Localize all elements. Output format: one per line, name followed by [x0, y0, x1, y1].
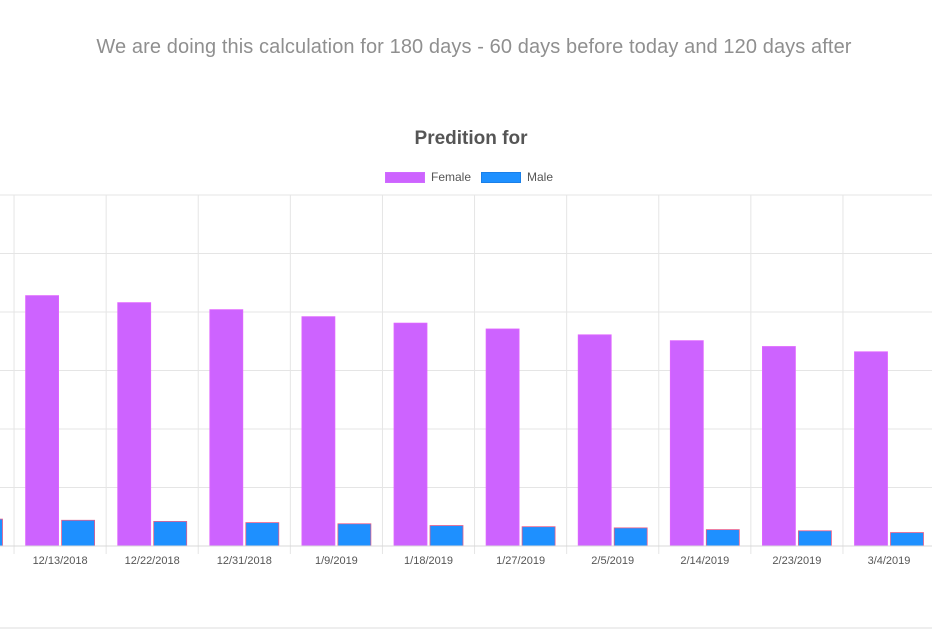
chart-legend: Female Male	[385, 170, 563, 184]
legend-swatch-male	[481, 171, 522, 183]
bar-male	[337, 523, 372, 547]
bar-female	[393, 322, 428, 547]
prediction-chart: Predition for Female Male 12/4/201812/13…	[0, 110, 932, 600]
x-tick-label: 2/23/2019	[772, 555, 821, 567]
bar-female	[209, 309, 244, 547]
x-tick-label: 3/4/2019	[868, 555, 911, 567]
bar-male	[61, 519, 95, 547]
bar-male	[613, 527, 648, 547]
legend-item-male[interactable]: Male	[481, 170, 553, 184]
legend-item-female[interactable]: Female	[385, 170, 471, 184]
bar-female	[577, 334, 612, 547]
x-tick-label: 2/5/2019	[591, 555, 634, 567]
legend-label-female: Female	[431, 170, 472, 184]
x-tick-label: 1/27/2019	[496, 555, 545, 567]
bar-female	[669, 340, 704, 547]
bar-female	[854, 351, 888, 547]
bar-female	[301, 316, 336, 547]
legend-label-male: Male	[527, 170, 554, 184]
bar-female	[762, 346, 796, 547]
bar-female	[485, 328, 520, 547]
x-tick-label: 1/9/2019	[315, 555, 358, 567]
bar-female	[25, 295, 60, 547]
bar-male	[0, 518, 3, 547]
calculation-caption: We are doing this calculation for 180 da…	[96, 36, 852, 58]
x-tick-label: 12/22/2018	[125, 555, 180, 567]
bar-male	[153, 521, 188, 547]
bar-male	[429, 525, 464, 547]
bar-male	[521, 526, 556, 547]
x-tick-label: 2/14/2019	[680, 555, 729, 567]
x-tick-label: 12/13/2018	[33, 555, 88, 567]
chart-title: Predition for	[414, 128, 528, 149]
bar-female	[117, 302, 152, 547]
legend-swatch-female	[385, 171, 425, 183]
chart-plot-area: 12/4/201812/13/201812/22/201812/31/20181…	[0, 194, 932, 567]
x-tick-label: 12/31/2018	[217, 555, 272, 567]
bar-male	[798, 530, 832, 547]
bar-male	[245, 522, 280, 547]
bottom-divider	[0, 627, 932, 629]
bar-male	[705, 529, 740, 547]
bar-male	[890, 532, 924, 547]
x-tick-label: 1/18/2019	[404, 555, 453, 567]
